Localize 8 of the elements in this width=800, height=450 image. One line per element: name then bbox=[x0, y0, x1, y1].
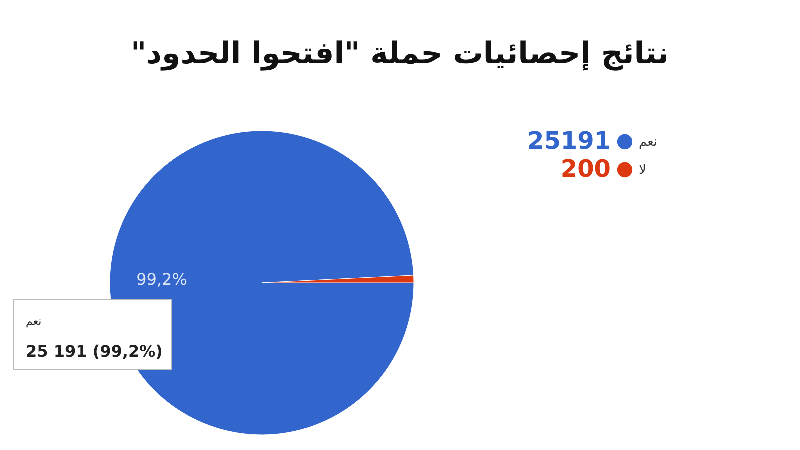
text: 99,2% bbox=[136, 270, 188, 289]
legend-label: لا bbox=[639, 163, 646, 178]
text: نعم bbox=[26, 315, 42, 328]
chart-title: نتائج إحصائيات حملة "افتحوا الحدود" bbox=[131, 36, 669, 72]
legend-label: نعم bbox=[639, 135, 658, 150]
text: 25 191 (99,2%) bbox=[26, 342, 163, 361]
data-label: 200 bbox=[560, 155, 611, 183]
data-label: 25191 bbox=[528, 127, 611, 155]
